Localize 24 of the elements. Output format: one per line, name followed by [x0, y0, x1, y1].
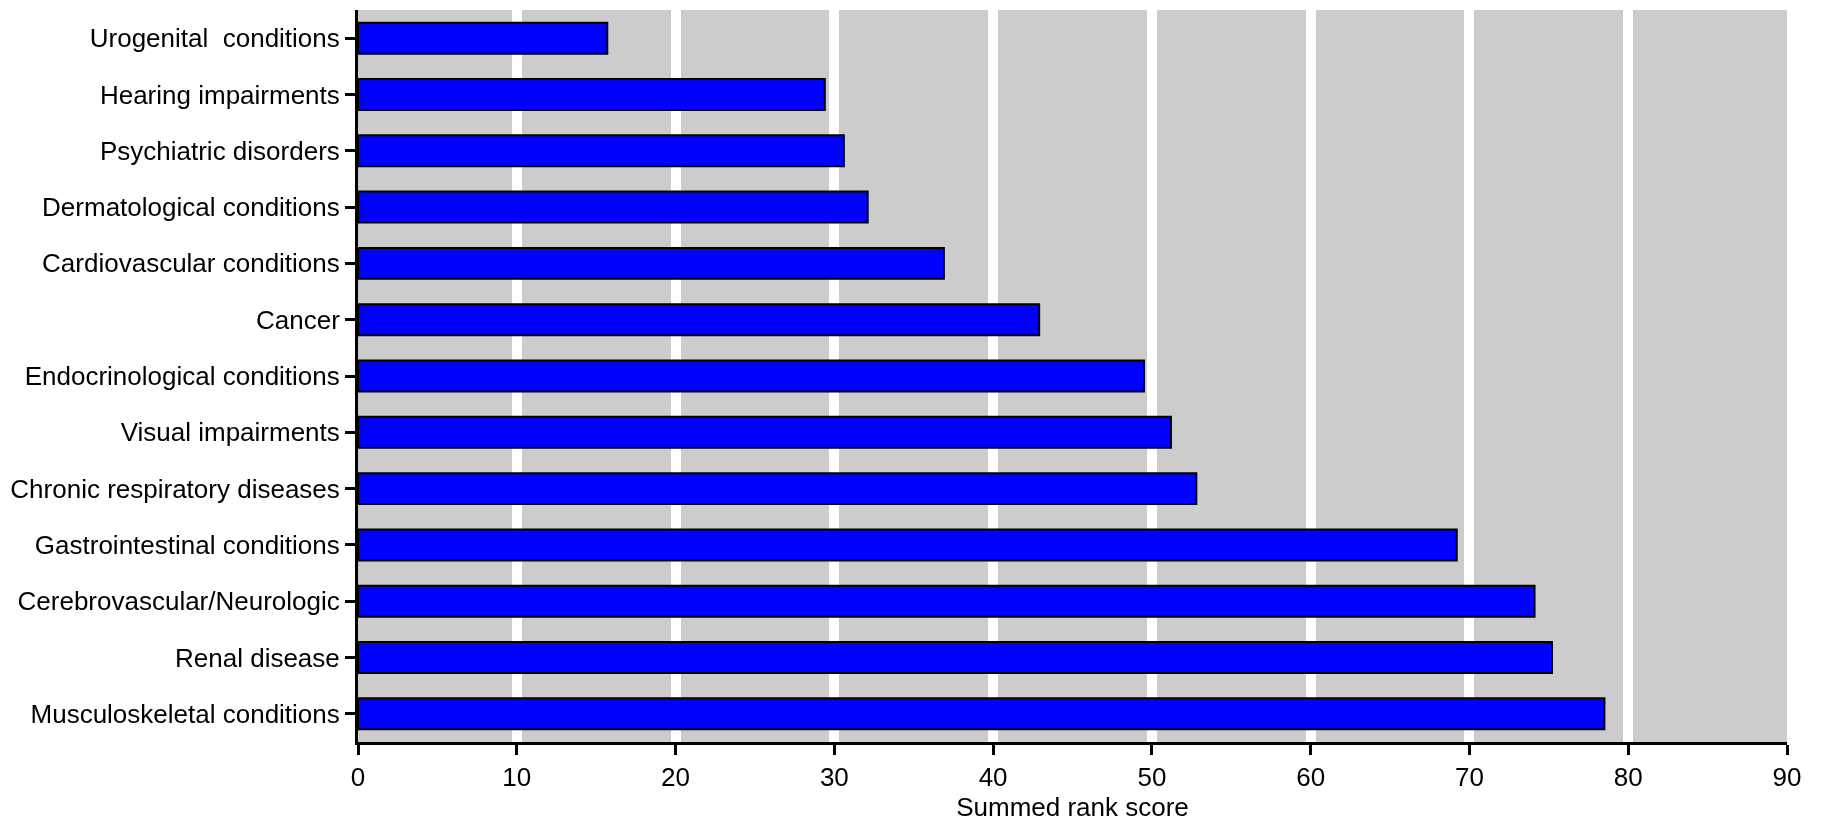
x-tick-label: 60 [1296, 762, 1326, 793]
x-tick-label: 20 [661, 762, 691, 793]
y-tick-label: Renal disease [175, 642, 340, 673]
y-tick-label: Endocrinological conditions [24, 361, 340, 392]
y-tick-label: Hearing impairments [99, 79, 340, 110]
y-tick-label: Cardiovascular conditions [42, 248, 340, 279]
x-tick-label: 10 [502, 762, 532, 793]
y-tick-label: Chronic respiratory diseases [10, 473, 340, 504]
x-tick-label: 40 [978, 762, 1008, 793]
y-tick-label: Visual impairments [120, 417, 340, 448]
y-tick-label: Urogenital conditions [89, 23, 340, 54]
y-tick-label: Psychiatric disorders [99, 135, 340, 166]
x-tick-label: 0 [350, 762, 366, 793]
y-tick-label: Cerebrovascular/Neurologic [17, 586, 340, 617]
y-tick-label: Musculoskeletal conditions [30, 698, 340, 729]
y-tick-label: Gastrointestinal conditions [34, 530, 340, 561]
x-tick-label: 70 [1454, 762, 1484, 793]
x-tick-label: 80 [1613, 762, 1643, 793]
x-tick-label: 30 [819, 762, 849, 793]
y-tick-label: Dermatological conditions [42, 192, 340, 223]
x-axis-title: Summed rank score [956, 792, 1189, 823]
x-tick-label: 90 [1772, 762, 1802, 793]
y-tick-label: Cancer [255, 304, 341, 335]
x-tick-label: 50 [1137, 762, 1167, 793]
